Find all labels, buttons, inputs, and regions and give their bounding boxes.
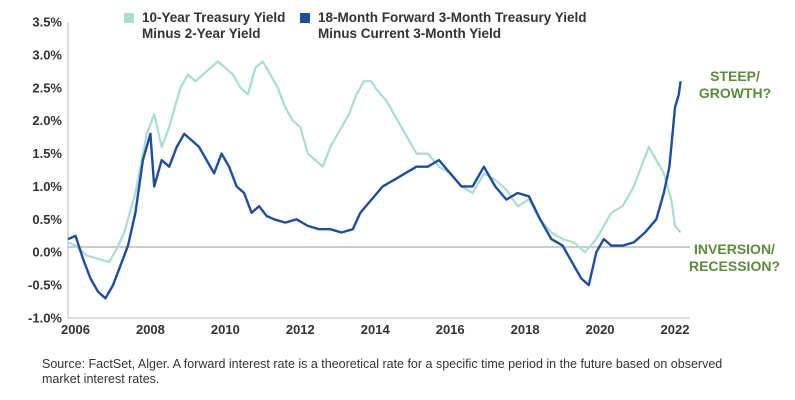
x-tick-label: 2010 <box>211 322 240 337</box>
source-note: Source: FactSet, Alger. A forward intere… <box>42 357 723 386</box>
x-tick-label: 2008 <box>136 322 165 337</box>
x-tick-label: 2018 <box>511 322 540 337</box>
y-tick-label: 0.5% <box>32 212 62 227</box>
y-tick-label: -1.0% <box>28 311 62 326</box>
legend-label-series-2: 18-Month Forward 3-Month Treasury Yield … <box>318 10 587 41</box>
x-tick-label: 2006 <box>61 322 90 337</box>
x-tick-label: 2014 <box>361 322 391 337</box>
x-tick-label: 2022 <box>661 322 690 337</box>
y-tick-label: 1.0% <box>32 179 62 194</box>
x-tick-label: 2016 <box>436 322 465 337</box>
legend-item-series-1: 10-Year Treasury Yield Minus 2-Year Yiel… <box>124 10 285 42</box>
y-tick-label: 3.0% <box>32 47 62 62</box>
y-tick-label: 0.0% <box>32 245 62 260</box>
y-tick-label: 1.5% <box>32 146 62 161</box>
legend-swatch-series-1 <box>124 13 134 23</box>
y-tick-label: 3.5% <box>32 15 62 30</box>
legend-label-series-1: 10-Year Treasury Yield Minus 2-Year Yiel… <box>142 10 286 41</box>
x-tick-label: 2012 <box>286 322 315 337</box>
y-tick-label: 2.5% <box>32 80 62 95</box>
annotation-steep-growth: STEEP/ GROWTH? <box>698 68 772 101</box>
legend-item-series-2: 18-Month Forward 3-Month Treasury Yield … <box>300 10 587 42</box>
annotation-inversion-recession: INVERSION/ RECESSION? <box>688 241 780 274</box>
y-tick-label: 2.0% <box>32 113 62 128</box>
legend-swatch-series-2 <box>300 13 310 23</box>
series-line-2 <box>67 81 682 300</box>
x-tick-label: 2020 <box>586 322 615 337</box>
series-line-1 <box>67 60 682 264</box>
y-tick-label: -0.5% <box>28 278 62 293</box>
